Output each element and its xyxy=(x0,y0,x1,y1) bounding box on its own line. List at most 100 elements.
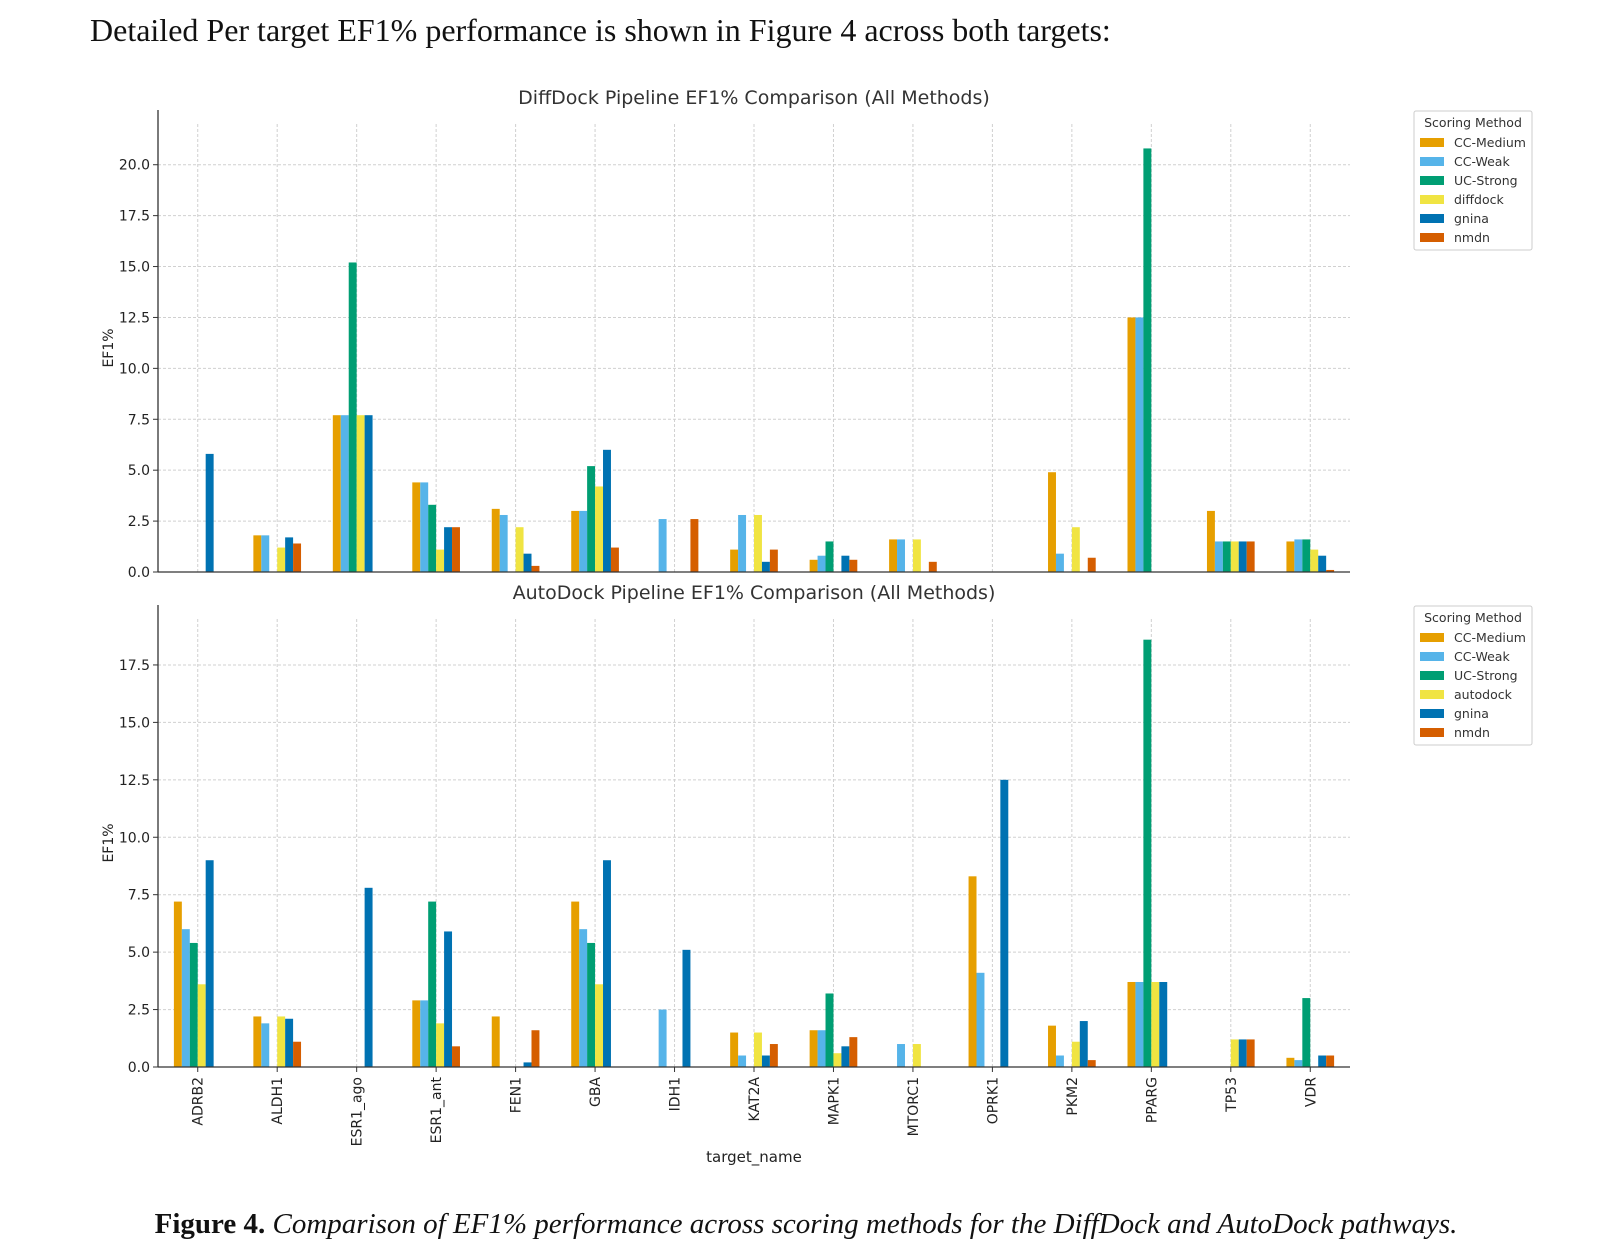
bar-UC-Strong-ADRB2 xyxy=(189,942,198,1067)
y-tick-label: 10.0 xyxy=(119,361,150,377)
figure-4-charts: 0.0 2.5 5.0 7.5 10.0 12.5 15.0 17.5 20.0 DiffDock… xyxy=(101,87,1533,1167)
legend-entry: autodock xyxy=(1454,687,1513,702)
legend-swatch xyxy=(1420,633,1444,642)
bar-gnina-ADRB2 xyxy=(205,453,214,572)
bar-nmdn-TP53 xyxy=(1246,1039,1255,1067)
bar-nmdn-ALDH1 xyxy=(293,1041,302,1067)
bar-CC-Weak-VDR xyxy=(1294,539,1303,572)
bar-gnina-GBA xyxy=(603,860,611,1067)
bar-CC-Weak-ADRB2 xyxy=(181,929,190,1067)
chart-panel-1: 0.0 2.5 5.0 7.5 10.0 12.5 15.0 17.5 20.0 DiffDock… xyxy=(101,87,1533,581)
bar-gnina-KAT2A xyxy=(761,1055,770,1067)
legend-entry: CC-Weak xyxy=(1454,154,1510,169)
bar-CC-Medium-GBA xyxy=(571,901,580,1067)
bar-autodock-KAT2A xyxy=(754,1032,762,1067)
bar-UC-Strong-PPARG xyxy=(1143,148,1152,572)
bar-gnina-FEN1 xyxy=(523,1062,532,1067)
legend: Scoring Method CC-Medium CC-Weak UC-Strong a… xyxy=(1413,605,1533,746)
bar-CC-Weak-ESR1_ant xyxy=(420,1000,429,1067)
legend-swatch xyxy=(1420,728,1444,737)
bar-gnina-KAT2A xyxy=(761,561,770,572)
bar-CC-Medium-MAPK1 xyxy=(809,1030,818,1067)
legend-swatch xyxy=(1420,176,1444,185)
bar-nmdn-PKM2 xyxy=(1087,557,1096,572)
legend-title: Scoring Method xyxy=(1424,115,1522,130)
bar-CC-Weak-ALDH1 xyxy=(261,1023,270,1067)
caption-label: Figure 4. xyxy=(154,1208,266,1240)
legend-swatch xyxy=(1420,233,1444,242)
bar-gnina-PPARG xyxy=(1159,981,1168,1067)
x-tick-label: GBA xyxy=(588,1077,604,1107)
x-tick-label: KAT2A xyxy=(747,1077,763,1122)
bar-CC-Weak-KAT2A xyxy=(738,514,747,572)
bar-CC-Weak-IDH1 xyxy=(658,1009,667,1067)
bar-gnina-VDR xyxy=(1318,555,1327,572)
y-tick-label: 15.0 xyxy=(119,260,150,276)
bar-gnina-TP53 xyxy=(1238,1039,1247,1067)
bar-diffdock-FEN1 xyxy=(515,527,524,572)
y-tick-label: 12.5 xyxy=(119,773,150,789)
x-tick-label: ADRB2 xyxy=(191,1077,207,1126)
bar-autodock-GBA xyxy=(595,984,604,1067)
bar-autodock-MAPK1 xyxy=(833,1053,842,1067)
y-tick-label: 5.0 xyxy=(128,945,150,961)
bar-UC-Strong-PPARG xyxy=(1143,639,1152,1067)
y-tick-label: 17.5 xyxy=(119,658,150,674)
legend-swatch xyxy=(1420,690,1444,699)
y-axis-label: EF1% xyxy=(101,328,117,367)
bar-CC-Medium-ESR1_ant xyxy=(412,1000,421,1067)
bar-CC-Weak-MAPK1 xyxy=(817,555,826,572)
bar-CC-Weak-OPRK1 xyxy=(976,972,985,1067)
bar-gnina-MAPK1 xyxy=(841,555,850,572)
bar-nmdn-FEN1 xyxy=(531,565,540,572)
bar-CC-Weak-PPARG xyxy=(1135,981,1144,1067)
bar-CC-Weak-IDH1 xyxy=(658,519,667,572)
bar-CC-Medium-KAT2A xyxy=(730,1032,739,1067)
y-tick-label: 2.5 xyxy=(128,514,150,530)
bar-CC-Weak-MTORC1 xyxy=(897,1044,905,1067)
bar-CC-Medium-MAPK1 xyxy=(809,559,818,572)
bar-gnina-FEN1 xyxy=(523,553,532,572)
bar-gnina-MAPK1 xyxy=(841,1046,850,1067)
bar-CC-Medium-ESR1_ago xyxy=(332,415,341,572)
x-tick-label: OPRK1 xyxy=(985,1077,1001,1124)
intro-paragraph: Detailed Per target EF1% performance is … xyxy=(90,12,1111,48)
bar-gnina-TP53 xyxy=(1238,541,1247,572)
bar-CC-Weak-MAPK1 xyxy=(817,1030,826,1067)
legend-entry: diffdock xyxy=(1454,192,1504,207)
x-tick-label: IDH1 xyxy=(668,1077,684,1111)
bar-CC-Medium-ESR1_ant xyxy=(412,482,421,572)
legend-swatch xyxy=(1420,157,1444,166)
legend-swatch xyxy=(1420,671,1444,680)
bar-nmdn-ESR1_ant xyxy=(452,527,460,572)
legend-entry: gnina xyxy=(1454,211,1489,226)
bar-CC-Medium-GBA xyxy=(571,510,580,572)
bar-gnina-PKM2 xyxy=(1079,1021,1088,1067)
bar-UC-Strong-GBA xyxy=(587,466,596,572)
bar-CC-Weak-GBA xyxy=(579,510,588,572)
bar-nmdn-KAT2A xyxy=(769,1044,778,1067)
legend-entry: CC-Medium xyxy=(1454,135,1526,150)
bar-diffdock-KAT2A xyxy=(754,514,762,572)
bar-autodock-TP53 xyxy=(1230,1039,1239,1067)
bar-CC-Weak-TP53 xyxy=(1214,541,1223,572)
bar-CC-Weak-ESR1_ant xyxy=(420,482,429,572)
bar-CC-Weak-FEN1 xyxy=(499,514,508,572)
bar-gnina-VDR xyxy=(1318,1055,1327,1067)
x-tick-label: MAPK1 xyxy=(826,1077,842,1125)
bar-CC-Medium-FEN1 xyxy=(491,1016,500,1067)
bar-nmdn-ESR1_ant xyxy=(452,1046,460,1067)
bar-CC-Medium-ALDH1 xyxy=(253,535,262,572)
bar-CC-Weak-PPARG xyxy=(1135,317,1144,572)
bar-gnina-ESR1_ago xyxy=(364,887,373,1067)
bar-CC-Weak-ESR1_ago xyxy=(340,415,349,572)
bar-nmdn-PKM2 xyxy=(1087,1060,1096,1067)
legend-entry: CC-Medium xyxy=(1454,630,1526,645)
bar-CC-Weak-PKM2 xyxy=(1055,553,1064,572)
y-tick-label: 7.5 xyxy=(128,888,150,904)
x-tick-label: FEN1 xyxy=(509,1077,525,1113)
legend-title: Scoring Method xyxy=(1424,610,1522,625)
figure-caption: Figure 4. Comparison of EF1% performance… xyxy=(0,1208,1612,1241)
bar-gnina-ADRB2 xyxy=(205,860,214,1067)
bar-gnina-ESR1_ant xyxy=(444,931,453,1067)
